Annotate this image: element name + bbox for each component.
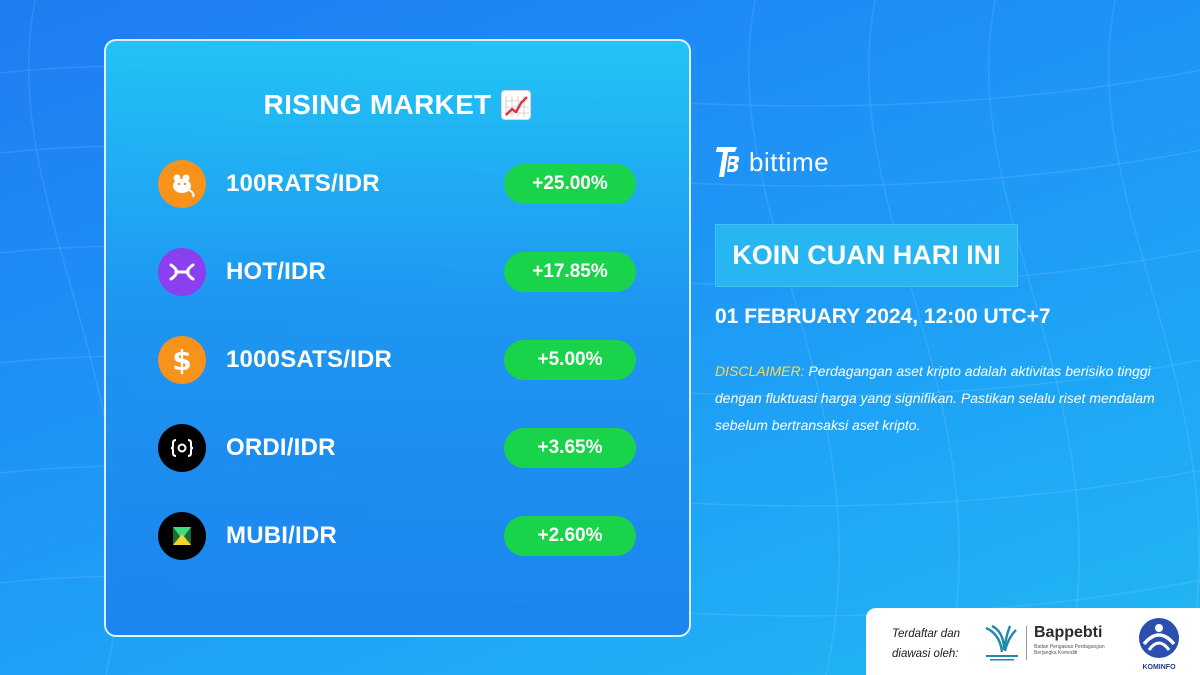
brand-logo: bittime bbox=[715, 142, 829, 182]
footer-divider bbox=[1026, 626, 1027, 660]
disclaimer: DISCLAIMER: Perdagangan aset kripto adal… bbox=[715, 358, 1165, 439]
change-badge: +5.00% bbox=[504, 340, 636, 380]
date-text: 01 FEBRUARY 2024, 12:00 UTC+7 bbox=[715, 305, 1051, 328]
change-badge: +2.60% bbox=[504, 516, 636, 556]
ordi-coin-icon bbox=[158, 424, 206, 472]
pair-label: HOT/IDR bbox=[226, 258, 327, 285]
card-title-text: RISING MARKET bbox=[263, 89, 492, 120]
gainer-row: 100RATS/IDR +25.00% bbox=[158, 160, 638, 208]
pair-label: ORDI/IDR bbox=[226, 434, 336, 461]
bappebti-name: Bappebti bbox=[1034, 624, 1103, 641]
change-badge: +17.85% bbox=[504, 252, 636, 292]
headline-banner: KOIN CUAN HARI INI bbox=[715, 224, 1018, 287]
bappebti-subtitle: Badan Pengawas Perdagangan Berjangka Kom… bbox=[1034, 644, 1105, 656]
gainer-row: HOT/IDR +17.85% bbox=[158, 248, 638, 296]
pair-label: MUBI/IDR bbox=[226, 522, 337, 549]
card-title: RISING MARKET bbox=[106, 89, 689, 121]
brand-name: bittime bbox=[749, 146, 830, 177]
disclaimer-label: DISCLAIMER: bbox=[715, 363, 805, 379]
mubi-coin-icon bbox=[158, 512, 206, 560]
change-badge: +3.65% bbox=[504, 428, 636, 468]
disclaimer-text: Perdagangan aset kripto adalah aktivitas… bbox=[715, 363, 1155, 433]
bittime-logo-icon bbox=[716, 147, 740, 177]
kominfo-label: KOMINFO bbox=[1142, 664, 1176, 671]
gainer-row: ORDI/IDR +3.65% bbox=[158, 424, 638, 472]
kemendag-logo bbox=[985, 624, 1018, 661]
registered-text: Terdaftar dan diawasi oleh: bbox=[892, 628, 960, 660]
gainer-row: MUBI/IDR +2.60% bbox=[158, 512, 638, 560]
kominfo-logo: KOMINFO bbox=[1136, 616, 1182, 672]
rat-coin-icon bbox=[158, 160, 206, 208]
gainer-row: $ 1000SATS/IDR +5.00% bbox=[158, 336, 638, 384]
bappebti-logo: Bappebti Badan Pengawas Perdagangan Berj… bbox=[1034, 624, 1106, 656]
chart-increasing-icon bbox=[501, 90, 532, 120]
holo-coin-icon bbox=[158, 248, 206, 296]
pair-label: 1000SATS/IDR bbox=[226, 346, 393, 373]
change-badge: +25.00% bbox=[504, 164, 636, 204]
pair-label: 100RATS/IDR bbox=[226, 170, 380, 197]
dollar-coin-icon: $ bbox=[158, 336, 206, 384]
regulator-footer: Terdaftar dan diawasi oleh: Bappebti Bad… bbox=[866, 608, 1200, 675]
rising-market-card: RISING MARKET 100RATS/IDR +25. bbox=[104, 39, 691, 637]
